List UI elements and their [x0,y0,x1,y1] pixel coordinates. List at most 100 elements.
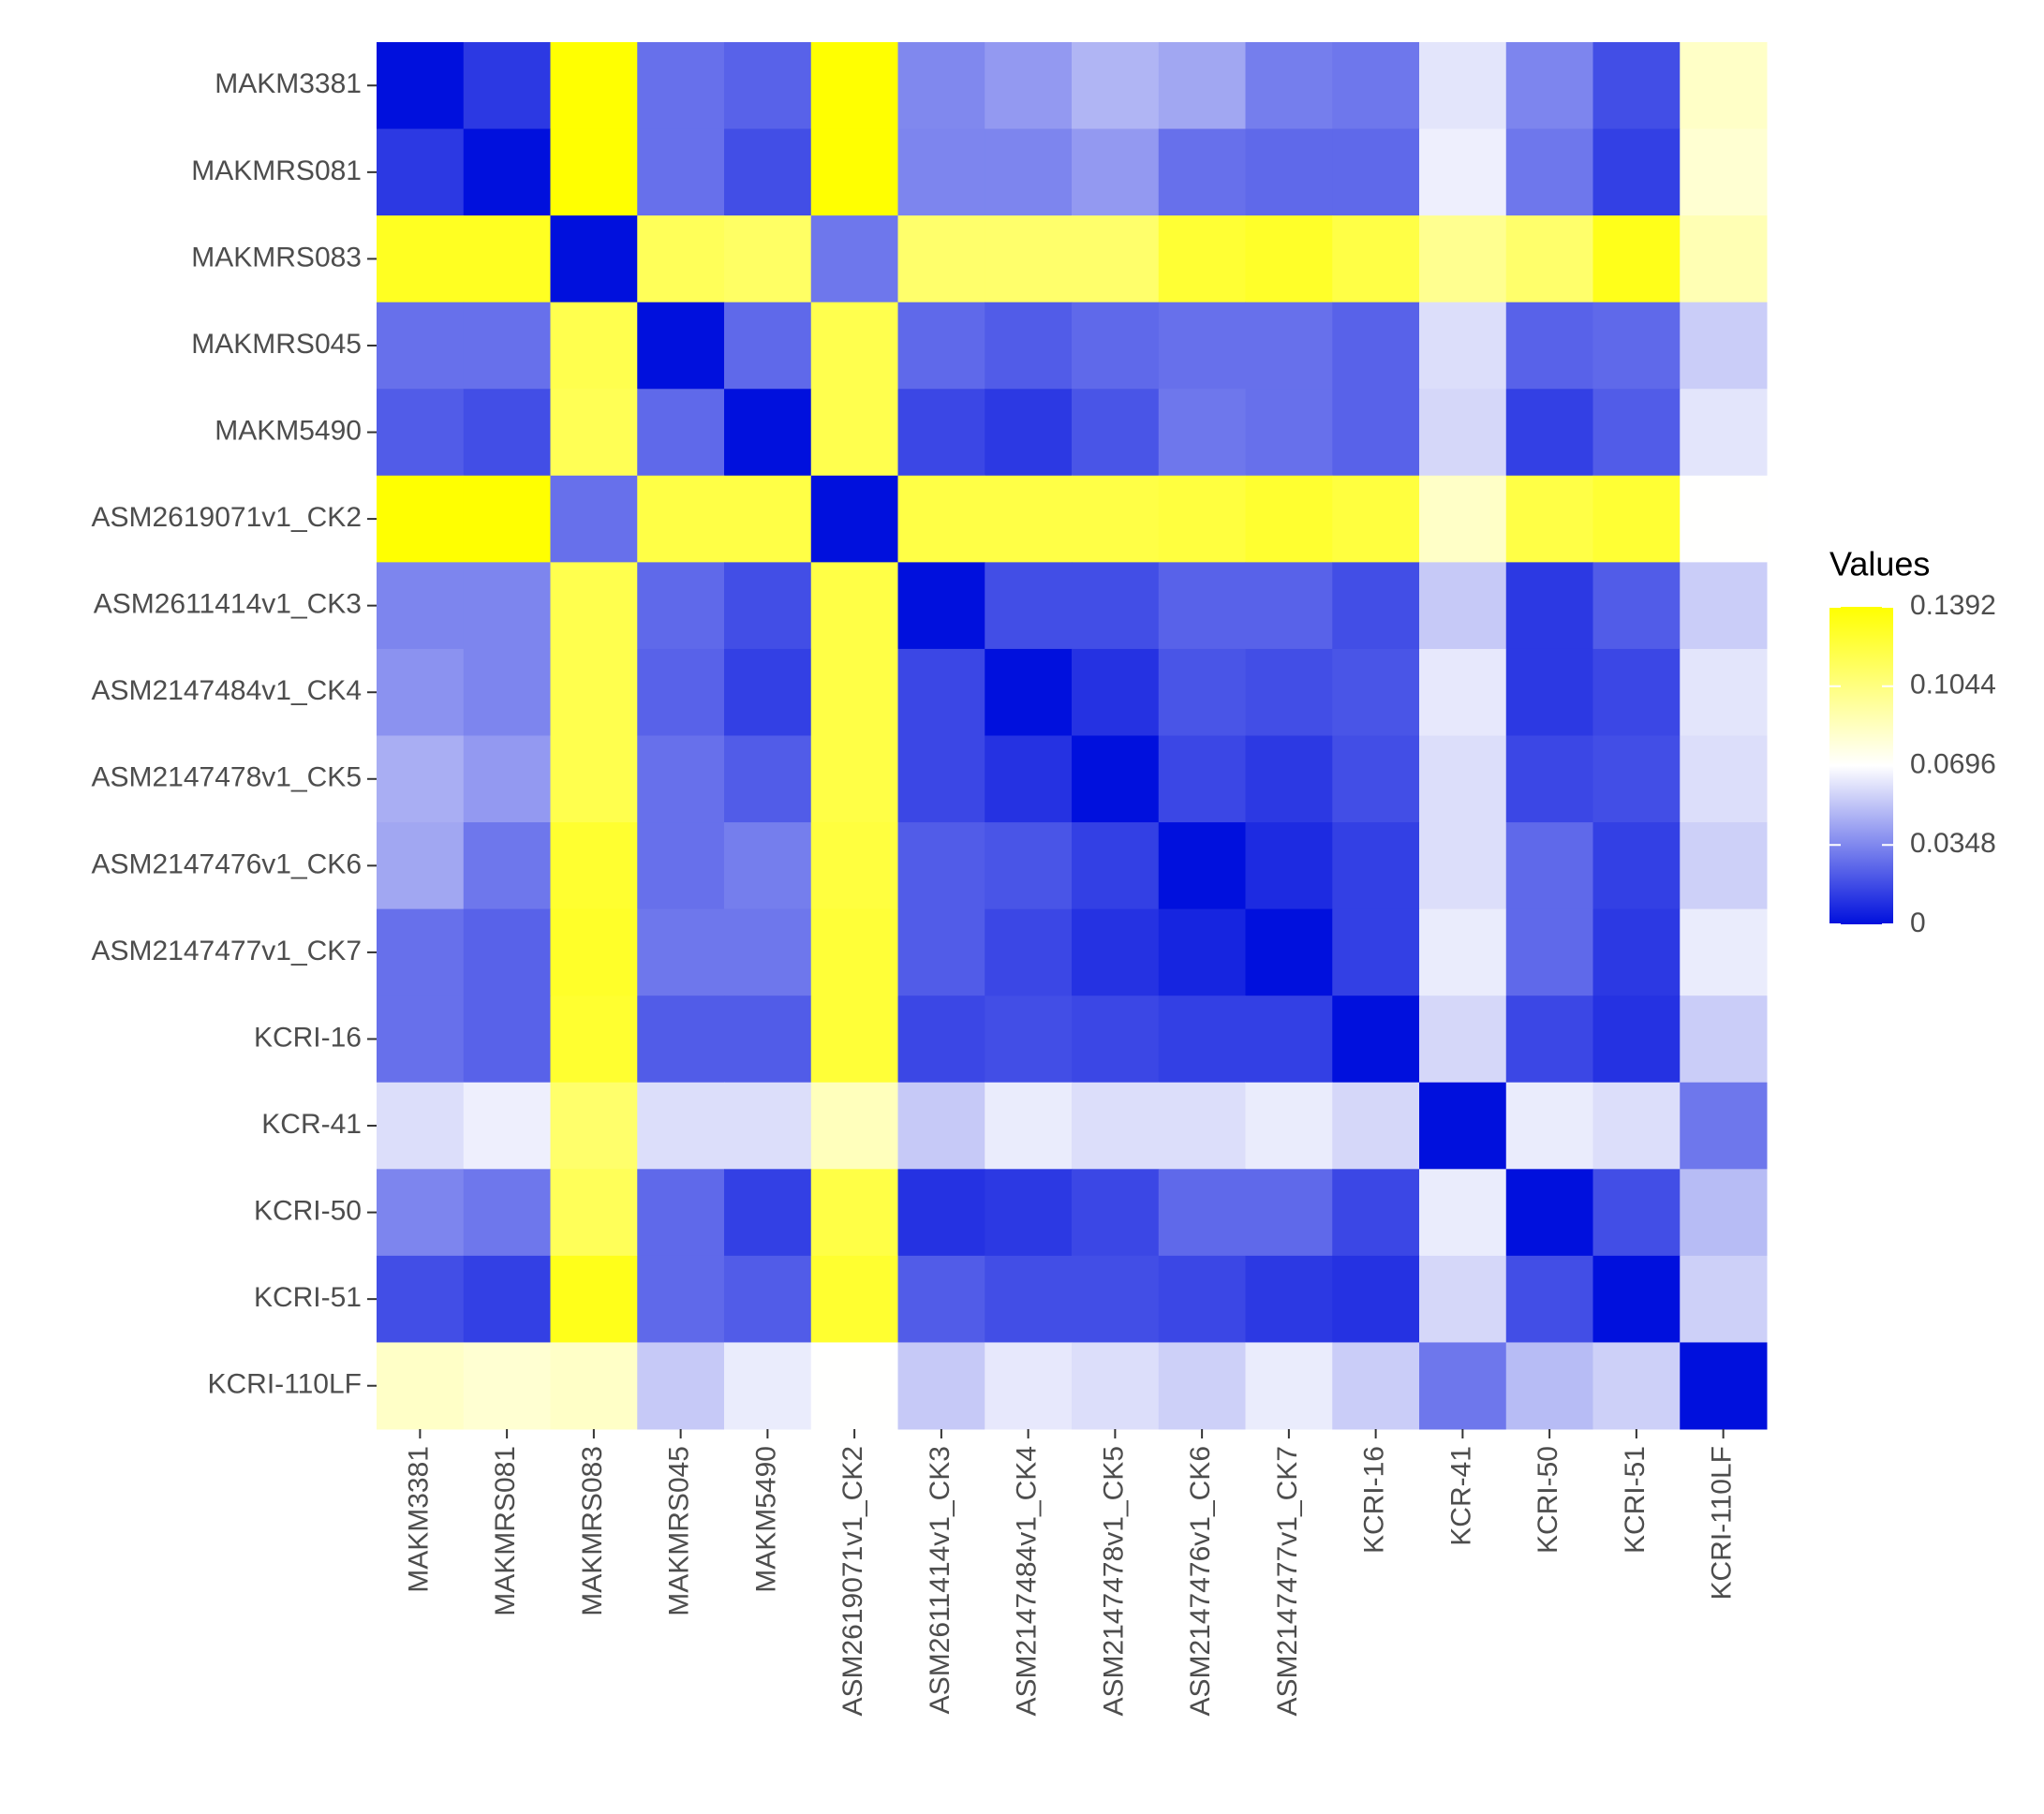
heatmap-cell [637,908,725,996]
heatmap-cell [1158,648,1246,736]
heatmap-cell [810,648,898,736]
heatmap-cell [1592,1169,1681,1257]
x-tick-label: ASM2147477v1_CK7 [1272,1446,1303,1717]
heatmap-cell [377,42,465,130]
heatmap-cell [1505,648,1593,736]
heatmap-cell [377,128,465,216]
y-tick-label: MAKMRS083 [191,242,362,273]
heatmap-cell [1245,475,1333,563]
heatmap-cell [1332,1082,1420,1170]
heatmap-cell [377,215,465,303]
heatmap-cell [637,389,725,477]
heatmap-cell [810,908,898,996]
heatmap-cell [1245,995,1333,1084]
heatmap-cell [1158,1255,1246,1343]
heatmap-cell [1419,1342,1507,1430]
heatmap-cell [1680,215,1768,303]
heatmap-cell [1158,215,1246,303]
heatmap-cell [1332,42,1420,130]
heatmap-cell [377,1255,465,1343]
heatmap-cell [1680,562,1768,650]
heatmap-cell [1419,562,1507,650]
heatmap-cell [1245,908,1333,996]
heatmap-cell [377,1082,465,1170]
y-tick-label: KCRI-50 [254,1196,362,1227]
heatmap-cell [1072,822,1160,910]
heatmap-cell [1592,42,1681,130]
heatmap-cell [724,302,812,390]
heatmap-cell [637,1255,725,1343]
heatmap-cell [637,128,725,216]
heatmap-cell [897,475,985,563]
heatmap-cell [1592,995,1681,1084]
heatmap-cell [985,1342,1073,1430]
heatmap-cell [985,215,1073,303]
heatmap-cell [1505,1082,1593,1170]
heatmap-cell [1505,302,1593,390]
heatmap-cell [1419,1169,1507,1257]
heatmap-cell [985,1082,1073,1170]
heatmap-cell [810,128,898,216]
x-tick-label: KCRI-50 [1533,1446,1563,1554]
x-tick-label: KCRI-51 [1620,1446,1651,1554]
heatmap-cell [1680,1082,1768,1170]
heatmap-cell [1245,1342,1333,1430]
heatmap-cell [1158,735,1246,823]
heatmap-cell [897,1255,985,1343]
colorbar-tick-label: 0.0348 [1910,828,1996,859]
heatmap-cell [1072,1169,1160,1257]
heatmap-cell [810,1169,898,1257]
heatmap-cell [1419,475,1507,563]
y-tick-label: ASM2147476v1_CK6 [91,848,362,879]
heatmap-cell [1158,128,1246,216]
heatmap-cell [1158,42,1246,130]
heatmap-cell [463,735,551,823]
heatmap-cell [463,128,551,216]
heatmap-cell [1505,42,1593,130]
heatmap-cell [1332,215,1420,303]
heatmap-cell [810,1342,898,1430]
heatmap-cell [1505,1342,1593,1430]
heatmap-cell [1680,908,1768,996]
heatmap-cell [1072,475,1160,563]
heatmap-cell [985,475,1073,563]
heatmap-cell [810,735,898,823]
heatmap-cell [1419,1255,1507,1343]
heatmap-cell [1505,475,1593,563]
heatmap-cell [810,302,898,390]
heatmap-cell [377,562,465,650]
heatmap-cell [1680,1169,1768,1257]
heatmap-cell [637,42,725,130]
heatmap-cell [1592,1342,1681,1430]
heatmap-cell [1680,995,1768,1084]
heatmap-cell [1680,475,1768,563]
heatmap-cell [985,1169,1073,1257]
heatmap-cell [550,1082,638,1170]
heatmap-cell [724,389,812,477]
heatmap-cell [377,475,465,563]
heatmap-cell [985,648,1073,736]
x-tick-label: MAKMRS045 [664,1446,695,1616]
heatmap-cell [1680,648,1768,736]
heatmap-cell [1158,995,1246,1084]
heatmap-cell [1592,822,1681,910]
heatmap-cell [550,1169,638,1257]
heatmap-cell [985,822,1073,910]
heatmap-cell [724,42,812,130]
heatmap-cell [550,128,638,216]
x-tick-label: MAKM5490 [750,1446,781,1593]
y-tick-label: ASM2611414v1_CK3 [94,589,362,620]
heatmap-cell [1158,389,1246,477]
heatmap-cell [463,648,551,736]
heatmap-cell [1072,735,1160,823]
heatmap-cell [1245,42,1333,130]
heatmap-cell [724,1255,812,1343]
heatmap-cell [1592,215,1681,303]
heatmap-cell [550,475,638,563]
heatmap-cell [550,735,638,823]
heatmap-cell [985,908,1073,996]
y-tick-label: KCR-41 [261,1109,362,1140]
heatmap-cell [1592,908,1681,996]
heatmap-cell [724,648,812,736]
